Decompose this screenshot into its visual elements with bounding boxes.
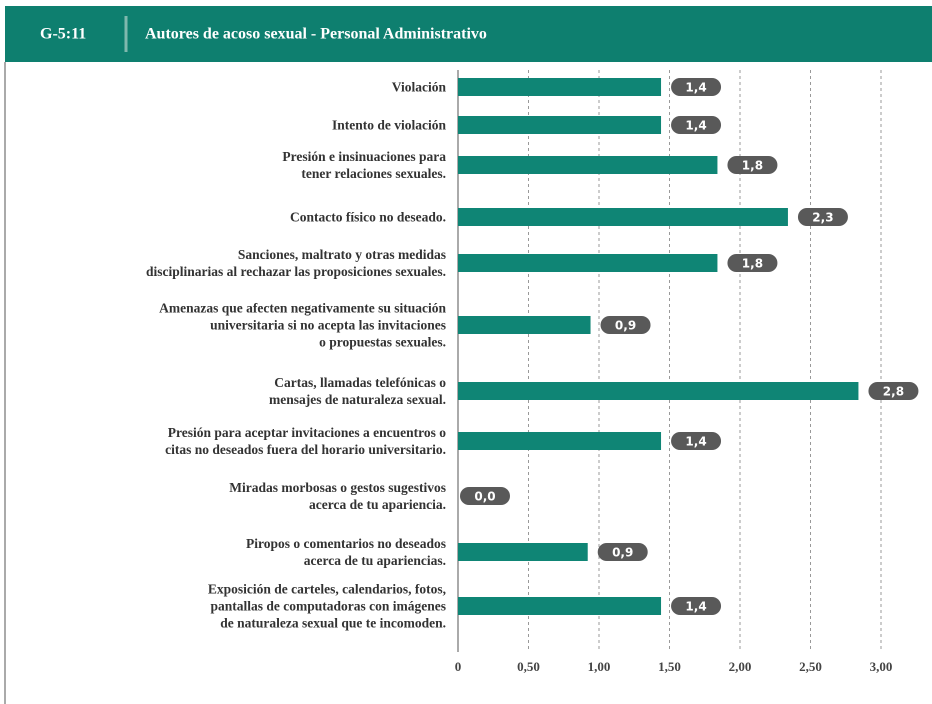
value-label: 0,0 bbox=[474, 490, 495, 504]
header bbox=[5, 6, 932, 62]
x-tick-label: 1,00 bbox=[588, 659, 611, 674]
category-label: Cartas, llamadas telefónicas o mensajes … bbox=[269, 375, 446, 407]
value-label-pill bbox=[727, 254, 778, 272]
bar bbox=[458, 382, 859, 400]
value-label: 0,9 bbox=[615, 319, 636, 333]
x-tick-label: 2,00 bbox=[729, 659, 752, 674]
bar bbox=[458, 597, 662, 615]
category-label: Presión e insinuaciones para tener relac… bbox=[282, 149, 446, 181]
bar bbox=[458, 156, 718, 174]
value-label-pill bbox=[868, 382, 919, 400]
category-label: Amenazas que afecten negativamente su si… bbox=[159, 300, 446, 350]
bar bbox=[458, 254, 718, 272]
category-label: Miradas morbosas o gestos sugestivos ace… bbox=[229, 480, 446, 512]
value-label: 1,4 bbox=[685, 119, 706, 133]
x-tick-label: 0 bbox=[455, 659, 462, 674]
value-label-pill bbox=[597, 543, 648, 561]
category-label: Violación bbox=[391, 79, 446, 95]
x-tick-label: 3,00 bbox=[870, 659, 893, 674]
value-label: 1,4 bbox=[685, 600, 706, 614]
x-tick-label: 1,50 bbox=[658, 659, 681, 674]
value-label: 2,3 bbox=[812, 211, 833, 225]
category-label: Contacto físico no deseado. bbox=[290, 209, 446, 225]
bar bbox=[458, 316, 591, 334]
x-tick-label: 0,50 bbox=[517, 659, 540, 674]
value-label-pill bbox=[671, 78, 722, 96]
value-label: 1,8 bbox=[742, 159, 763, 173]
category-label: Piropos o comentarios no deseados acerca… bbox=[245, 536, 446, 568]
x-tick-label: 2,50 bbox=[799, 659, 822, 674]
bar bbox=[458, 116, 662, 134]
category-label: Intento de violación bbox=[331, 117, 446, 133]
category-label: Exposición de carteles, calendarios, fot… bbox=[207, 581, 446, 631]
chart-title: Autores de acoso sexual - Personal Admin… bbox=[145, 26, 487, 43]
value-label-pill bbox=[671, 597, 722, 615]
value-label: 1,4 bbox=[685, 81, 706, 95]
bar bbox=[458, 543, 588, 561]
figure-id: G-5:11 bbox=[40, 26, 86, 43]
value-label-pill bbox=[600, 316, 651, 334]
category-label: Sanciones, maltrato y otras medidas disc… bbox=[145, 247, 446, 279]
value-label-pill bbox=[671, 116, 722, 134]
bar bbox=[458, 78, 662, 96]
value-label: 0,9 bbox=[612, 546, 633, 560]
value-label-pill bbox=[460, 487, 510, 505]
value-label: 1,4 bbox=[685, 435, 706, 449]
bar bbox=[458, 208, 788, 226]
value-label-pill bbox=[727, 156, 778, 174]
value-label: 1,8 bbox=[742, 257, 763, 271]
value-label-pill bbox=[671, 432, 722, 450]
category-label: Presión para aceptar invitaciones a encu… bbox=[165, 425, 446, 457]
value-label: 2,8 bbox=[883, 385, 904, 399]
bar bbox=[458, 432, 662, 450]
value-label-pill bbox=[797, 208, 848, 226]
